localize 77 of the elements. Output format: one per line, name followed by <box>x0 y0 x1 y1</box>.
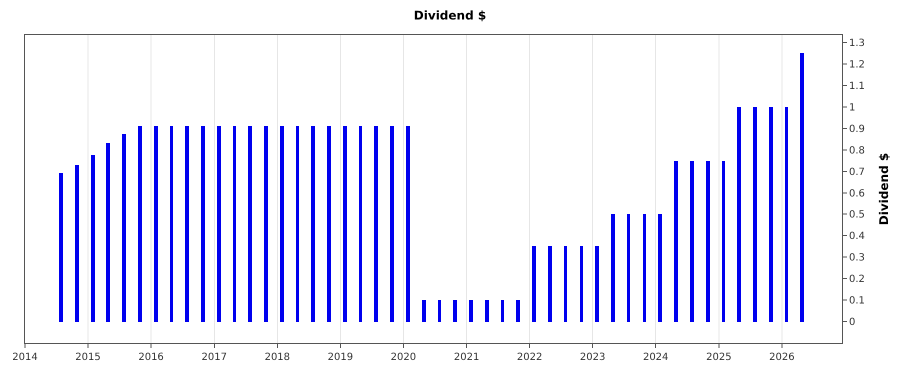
bar <box>59 173 63 322</box>
bar <box>690 161 694 322</box>
bar <box>706 161 710 322</box>
bar <box>233 126 236 322</box>
bar <box>327 126 331 322</box>
bar <box>769 107 773 322</box>
bar <box>532 246 536 322</box>
x-tick-label: 2014 <box>12 352 38 363</box>
bar <box>280 126 284 322</box>
bar <box>548 246 552 322</box>
bar <box>201 126 205 322</box>
bar <box>516 300 520 322</box>
bar <box>122 134 126 322</box>
x-tick-label: 2025 <box>706 352 732 363</box>
x-tick-label: 2024 <box>642 352 668 363</box>
bar <box>91 155 95 322</box>
bar <box>438 300 441 322</box>
x-tick-label: 2016 <box>138 352 164 363</box>
y-tick-label: 1.3 <box>849 38 865 50</box>
bar <box>674 161 678 322</box>
y-tick-label: 0.2 <box>849 274 865 286</box>
y-tick-label: 0.5 <box>849 210 865 221</box>
bar <box>785 107 788 322</box>
bar <box>564 246 567 322</box>
bar <box>264 126 268 322</box>
bar <box>722 161 725 322</box>
bar <box>217 126 221 322</box>
bar <box>611 214 615 322</box>
bar <box>390 126 394 322</box>
bar <box>185 126 189 322</box>
y-axis-title: Dividend $ <box>876 152 891 226</box>
bar <box>359 126 362 322</box>
x-tick-label: 2015 <box>75 352 101 363</box>
x-tick-label: 2021 <box>454 352 480 363</box>
y-tick-label: 0.9 <box>849 124 865 135</box>
bar <box>343 126 347 322</box>
x-tick-label: 2018 <box>264 352 290 363</box>
bar <box>106 143 110 322</box>
x-tick-label: 2019 <box>328 352 354 363</box>
x-tick-label: 2020 <box>390 352 416 363</box>
y-tick-label: 1.1 <box>849 80 865 92</box>
bar <box>296 126 299 322</box>
bar <box>580 246 583 322</box>
bar <box>737 107 741 322</box>
y-tick-label: 0.7 <box>849 166 865 178</box>
bar <box>501 300 504 322</box>
bar <box>406 126 410 322</box>
bar <box>627 214 630 322</box>
chart-title: Dividend $ <box>414 8 486 23</box>
y-tick-label: 0 <box>849 317 856 328</box>
bar <box>311 126 315 322</box>
x-tick-label: 2026 <box>769 352 795 363</box>
y-tick-label: 0.1 <box>849 296 865 307</box>
x-tick-label: 2023 <box>580 352 606 363</box>
bar <box>643 214 646 322</box>
bar <box>374 126 378 322</box>
bar <box>154 126 158 322</box>
bar <box>800 53 804 322</box>
y-tick-label: 0.6 <box>849 188 865 200</box>
y-tick-label: 0.8 <box>849 145 865 156</box>
x-tick-label: 2017 <box>202 352 227 363</box>
bar <box>595 246 599 322</box>
x-tick-label: 2022 <box>516 352 542 363</box>
bar <box>75 165 79 322</box>
y-tick-label: 0.3 <box>849 252 865 264</box>
bar <box>753 107 757 322</box>
bar <box>422 300 426 322</box>
bar <box>453 300 457 322</box>
y-tick-label: 1 <box>849 102 856 114</box>
bar <box>485 300 489 322</box>
y-tick-label: 0.4 <box>849 231 865 242</box>
bar <box>170 126 173 322</box>
bar <box>469 300 473 322</box>
y-tick-label: 1.2 <box>849 59 865 70</box>
bar <box>248 126 252 322</box>
bar <box>138 126 142 322</box>
bar <box>658 214 662 322</box>
